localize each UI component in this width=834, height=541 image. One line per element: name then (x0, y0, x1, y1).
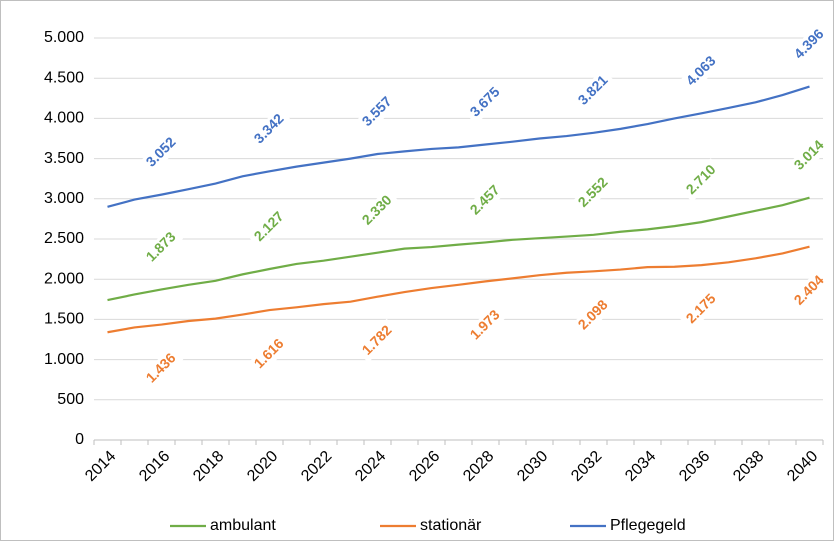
series-line (107, 245, 810, 334)
value-label-bg (139, 225, 184, 270)
y-tick-label: 4.000 (44, 110, 84, 127)
value-label-bg (139, 346, 184, 391)
value-label-bg (679, 49, 724, 94)
legend-label: ambulant (210, 517, 276, 534)
value-label-bg (787, 133, 832, 178)
value-label-bg (787, 22, 832, 67)
value-label-bg (247, 332, 292, 376)
series-line (107, 196, 810, 302)
value-label-bg (247, 205, 292, 249)
value-label-bg (679, 158, 724, 203)
value-label-bg (355, 90, 400, 134)
value-label-bg (247, 107, 292, 152)
y-tick-label: 3.000 (44, 190, 84, 207)
value-label-bg (571, 68, 616, 113)
series-line (107, 85, 810, 208)
value-label-bg (571, 293, 616, 338)
value-label-bg (571, 170, 616, 215)
value-label-group: 3.052 (139, 130, 184, 175)
y-tick-label: 4.500 (44, 69, 84, 86)
y-tick-label: 500 (57, 391, 84, 408)
value-label-bg (463, 178, 508, 223)
legend-label: stationär (420, 517, 482, 534)
value-label-bg (787, 268, 832, 313)
y-tick-label: 1.000 (44, 351, 84, 368)
y-tick-label: 0 (75, 431, 84, 448)
y-tick-label: 1.500 (44, 311, 84, 328)
y-tick-label: 3.500 (44, 150, 84, 167)
y-tick-label: 2.000 (44, 270, 84, 287)
legend-label: Pflegegeld (610, 517, 686, 534)
value-label-bg (463, 303, 508, 348)
y-tick-label: 2.500 (44, 230, 84, 247)
value-label-bg (139, 130, 184, 175)
value-label-bg (679, 287, 724, 332)
value-label-bg (355, 318, 400, 363)
value-label-bg (355, 188, 400, 233)
value-label-group: 2.404 (787, 268, 832, 313)
value-label-bg (463, 80, 508, 125)
y-tick-label: 5.000 (44, 29, 84, 46)
